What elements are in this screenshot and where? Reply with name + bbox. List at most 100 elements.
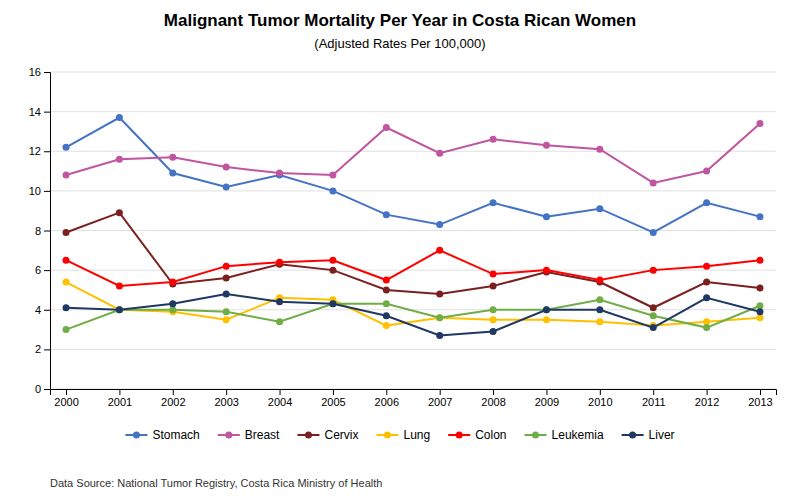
legend-label: Breast — [245, 428, 280, 442]
x-tick-label: 2000 — [54, 396, 78, 408]
x-tick-label: 2008 — [481, 396, 505, 408]
point — [650, 324, 657, 331]
x-tick-label: 2011 — [642, 396, 666, 408]
y-tick-mark — [44, 310, 50, 311]
point — [543, 306, 550, 313]
x-tick: 2013 — [748, 389, 772, 408]
title: Malignant Tumor Mortality Per Year in Co… — [164, 11, 636, 30]
x-tick-label: 2009 — [535, 396, 559, 408]
x-tick-mark — [66, 389, 67, 395]
point — [596, 277, 603, 284]
y-tick: 2 — [35, 343, 50, 355]
x-axis-line — [51, 390, 777, 396]
point — [383, 277, 390, 284]
legend-item: Liver — [622, 428, 675, 442]
x-tick: 2003 — [214, 389, 238, 408]
x-tick-label: 2001 — [108, 396, 132, 408]
point — [490, 316, 497, 323]
x-tick-mark — [440, 389, 441, 395]
y-tick-label: 8 — [35, 225, 41, 237]
point — [596, 146, 603, 153]
point — [490, 271, 497, 278]
grid-line — [50, 72, 776, 73]
point — [116, 306, 123, 313]
subtitle: (Adjusted Rates Per 100,000) — [314, 36, 485, 51]
point — [543, 213, 550, 220]
legend-marker — [532, 432, 539, 439]
chart: Malignant Tumor Mortality Per Year in Co… — [0, 0, 800, 501]
legend-label: Leukemia — [552, 428, 604, 442]
point — [703, 168, 710, 175]
y-tick-label: 12 — [29, 145, 41, 157]
y-tick-label: 14 — [29, 106, 41, 118]
x-tick-mark — [760, 389, 761, 395]
x-tick: 2004 — [268, 389, 292, 408]
legend-item: Breast — [218, 428, 280, 442]
y-tick-mark — [44, 191, 50, 192]
y-tick: 12 — [29, 145, 50, 157]
point — [383, 322, 390, 329]
legend-marker — [133, 432, 140, 439]
point — [63, 172, 70, 179]
point — [650, 304, 657, 311]
series-group — [63, 114, 764, 339]
point — [436, 290, 443, 297]
x-tick-label: 2013 — [748, 396, 772, 408]
annotation: Data Source: National Tumor Registry, Co… — [50, 477, 382, 489]
point — [596, 205, 603, 212]
point — [756, 257, 763, 264]
y-tick-label: 10 — [29, 185, 41, 197]
legend-item: Stomach — [125, 428, 199, 442]
x-tick: 2007 — [428, 389, 452, 408]
series-line — [66, 250, 760, 286]
legend: StomachBreastCervixLungColonLeukemiaLive… — [125, 428, 674, 442]
point — [276, 170, 283, 177]
legend-item: Colon — [448, 428, 506, 442]
y-tick: 16 — [29, 66, 50, 78]
point — [63, 326, 70, 333]
x-tick-label: 2003 — [214, 396, 238, 408]
point — [169, 300, 176, 307]
y-tick: 4 — [35, 304, 50, 316]
y-tick-mark — [44, 349, 50, 350]
point — [383, 286, 390, 293]
legend-item: Lung — [376, 428, 430, 442]
plot: 2000200120022003200420052006200720082009… — [29, 66, 777, 408]
y-axis: 0246810121416 — [29, 66, 51, 395]
point — [63, 279, 70, 286]
series-line — [66, 282, 760, 326]
point — [276, 318, 283, 325]
grid-line — [50, 151, 776, 152]
y-tick-mark — [44, 270, 50, 271]
point — [329, 257, 336, 264]
x-tick-mark — [600, 389, 601, 395]
y-tick: 14 — [29, 106, 50, 118]
point — [223, 164, 230, 171]
legend-label: Stomach — [152, 428, 199, 442]
point — [383, 300, 390, 307]
point — [329, 300, 336, 307]
point — [329, 267, 336, 274]
y-tick: 10 — [29, 185, 50, 197]
point — [116, 306, 123, 313]
point — [543, 142, 550, 149]
point — [223, 308, 230, 315]
point — [329, 172, 336, 179]
y-tick-mark — [44, 72, 50, 73]
point — [543, 316, 550, 323]
point — [703, 324, 710, 331]
point — [490, 306, 497, 313]
legend-item: Leukemia — [525, 428, 604, 442]
x-tick-label: 2010 — [588, 396, 612, 408]
point — [223, 316, 230, 323]
point — [116, 282, 123, 289]
grid — [50, 72, 776, 389]
point — [650, 179, 657, 186]
point — [63, 229, 70, 236]
point — [543, 306, 550, 313]
y-tick-label: 6 — [35, 264, 41, 276]
point — [596, 306, 603, 313]
grid-line — [50, 230, 776, 231]
point — [703, 279, 710, 286]
point — [596, 296, 603, 303]
